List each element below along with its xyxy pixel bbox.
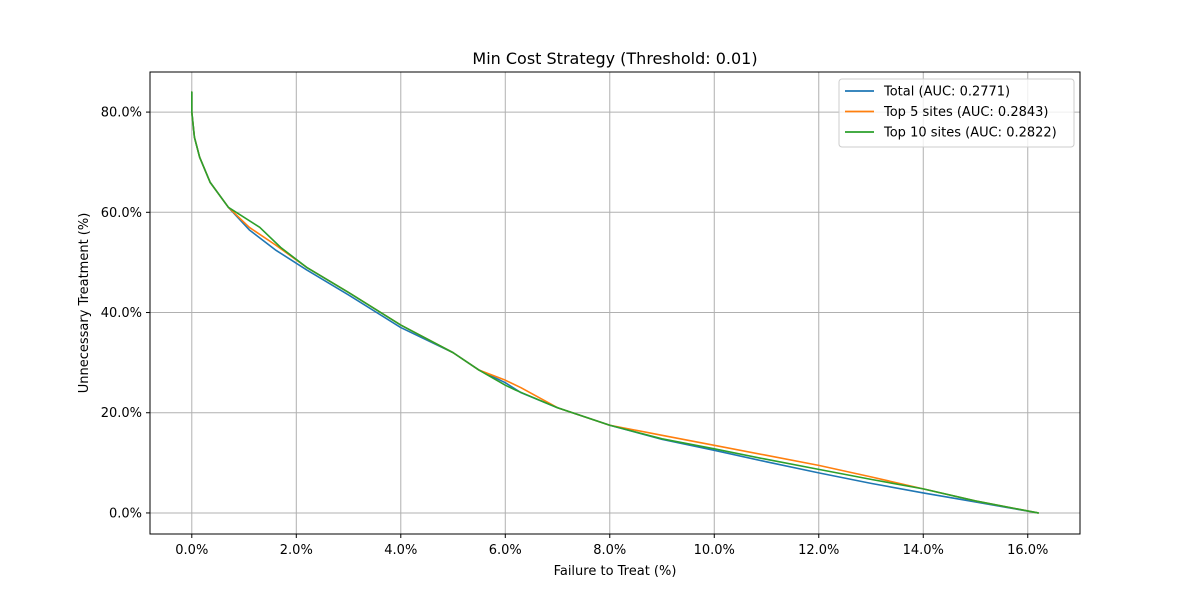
y-tick-label: 20.0% (101, 406, 142, 421)
legend-label-3: Top 10 sites (AUC: 0.2822) (883, 126, 1057, 141)
x-tick-label: 8.0% (593, 543, 626, 558)
x-tick-label: 12.0% (798, 543, 839, 558)
x-tick-label: 6.0% (489, 543, 522, 558)
legend-box (838, 78, 1075, 148)
x-tick-label: 10.0% (694, 543, 735, 558)
legend: Total (AUC: 0.2771) Top 5 sites (AUC: 0.2… (838, 78, 1075, 148)
legend-items: Total (AUC: 0.2771) Top 5 sites (AUC: 0.2… (845, 85, 1057, 141)
x-tick-label: 0.0% (175, 543, 208, 558)
y-tick-label: 80.0% (101, 106, 142, 121)
x-axis-label: Failure to Treat (%) (554, 564, 677, 579)
plot-frame (149, 71, 1081, 535)
y-tick-label: 60.0% (101, 206, 142, 221)
series-lines (191, 91, 1039, 514)
ticks: 0.0% 2.0% 4.0% 6.0% 8.0% 10.0% 12.0% 14.0% 16.0%… (101, 106, 1049, 558)
x-tick-label: 14.0% (903, 543, 944, 558)
y-axis-label: Unnecessary Treatment (%) (77, 213, 92, 394)
series-line-3 (191, 91, 1039, 514)
x-tick-label: 2.0% (280, 543, 313, 558)
grid (150, 72, 1080, 534)
legend-label-2: Top 5 sites (AUC: 0.2843) (883, 105, 1049, 120)
chart-title: Min Cost Strategy (Threshold: 0.01) (472, 49, 757, 68)
x-tick-label: 4.0% (384, 543, 417, 558)
y-tick-label: 40.0% (101, 306, 142, 321)
x-tick-label: 16.0% (1007, 543, 1048, 558)
y-tick-label: 0.0% (109, 506, 142, 521)
legend-label-1: Total (AUC: 0.2771) (883, 85, 1010, 100)
